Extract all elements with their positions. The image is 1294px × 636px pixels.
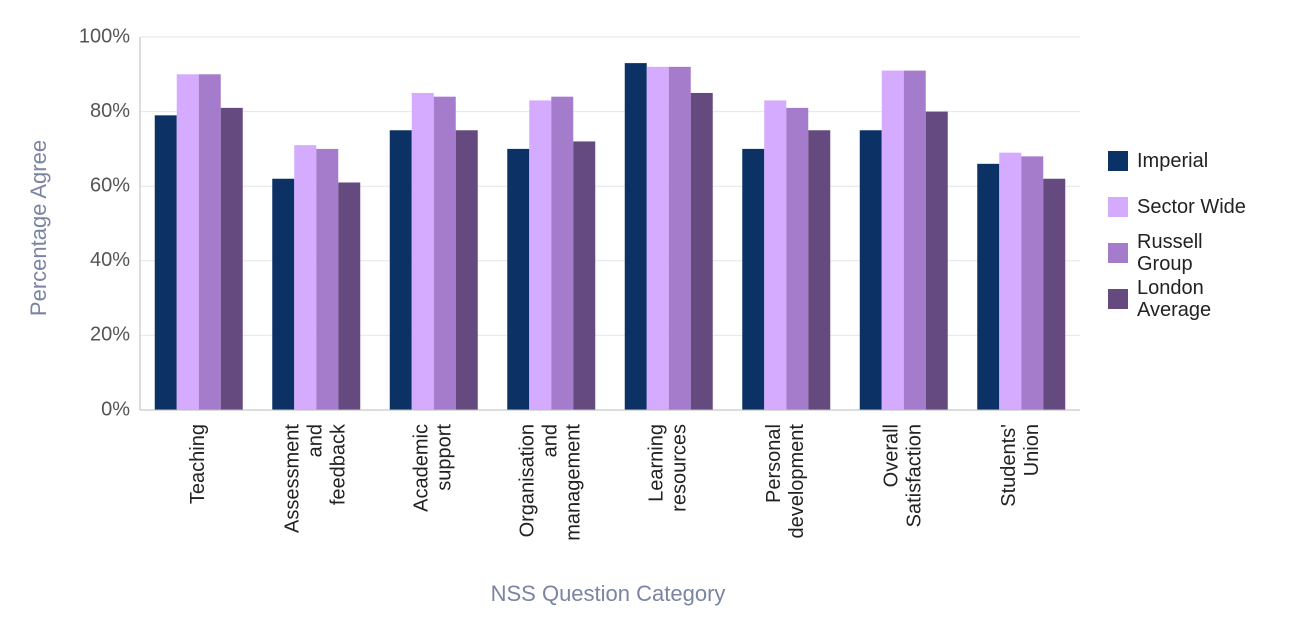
x-tick-label: Students'	[998, 424, 1020, 507]
legend-item: Imperial	[1108, 138, 1288, 184]
x-tick-label: Overall	[881, 424, 903, 487]
x-tick-label: management	[563, 424, 585, 541]
bar	[338, 182, 361, 410]
bar	[808, 130, 831, 410]
x-tick-label: Learning	[646, 424, 668, 502]
bar	[881, 70, 904, 410]
legend-item: Russell Group	[1108, 230, 1288, 276]
bar	[764, 100, 787, 410]
x-tick-label: resources	[669, 424, 691, 512]
bar	[925, 111, 948, 410]
y-tick-label: 80%	[90, 100, 130, 122]
legend-label: Imperial	[1137, 150, 1209, 172]
bar	[272, 178, 295, 410]
bar	[507, 148, 530, 410]
bar	[220, 107, 243, 411]
x-tick-label: Personal	[763, 424, 785, 503]
bar	[1043, 178, 1066, 410]
x-axis-title: NSS Question Category	[491, 581, 726, 606]
y-tick-label: 100%	[79, 25, 130, 47]
legend: Imperial Sector Wide Russell Group London A…	[1108, 138, 1288, 322]
bar	[411, 92, 434, 410]
bar	[859, 130, 882, 410]
bar	[977, 163, 1000, 410]
x-tick-label: Organisation	[517, 424, 539, 537]
x-tick-label: Academic	[411, 424, 433, 512]
x-tick-label: Union	[1021, 424, 1043, 476]
x-tick-label: and	[305, 424, 327, 457]
bar	[316, 148, 339, 410]
bar	[903, 70, 926, 410]
x-tick-label: and	[540, 424, 562, 457]
bar	[154, 115, 177, 410]
bar	[668, 66, 691, 410]
bar	[742, 148, 765, 410]
legend-swatch	[1108, 197, 1128, 217]
x-tick-label: development	[786, 424, 808, 539]
bar	[690, 92, 713, 410]
bar	[573, 141, 596, 410]
bar	[529, 100, 552, 410]
bar	[389, 130, 412, 410]
y-tick-label: 60%	[90, 174, 130, 196]
bar	[551, 96, 574, 411]
y-axis-title: Percentage Agree	[26, 140, 51, 316]
bar	[433, 96, 456, 411]
x-tick-label: support	[434, 424, 456, 491]
bar	[455, 130, 478, 410]
legend-swatch	[1108, 289, 1128, 309]
legend-label: Russell Group	[1137, 231, 1203, 275]
bar	[999, 152, 1022, 410]
bar	[198, 74, 221, 411]
x-tick-label: Teaching	[187, 424, 209, 504]
legend-swatch	[1108, 243, 1128, 263]
bar	[624, 63, 647, 411]
bar	[1021, 156, 1044, 410]
x-tick-label: feedback	[328, 423, 350, 505]
y-tick-label: 0%	[101, 398, 130, 420]
legend-label: Sector Wide	[1137, 196, 1246, 218]
x-tick-label: Assessment	[282, 424, 304, 533]
legend-item: London Average	[1108, 276, 1288, 322]
bar	[646, 66, 669, 410]
x-tick-label: Satisfaction	[904, 424, 926, 527]
legend-item: Sector Wide	[1108, 184, 1288, 230]
legend-label: London Average	[1137, 277, 1212, 321]
bar	[786, 107, 809, 411]
y-tick-label: 40%	[90, 249, 130, 271]
legend-swatch	[1108, 151, 1128, 171]
bar	[294, 145, 317, 411]
bar	[176, 74, 199, 411]
y-tick-label: 20%	[90, 324, 130, 346]
